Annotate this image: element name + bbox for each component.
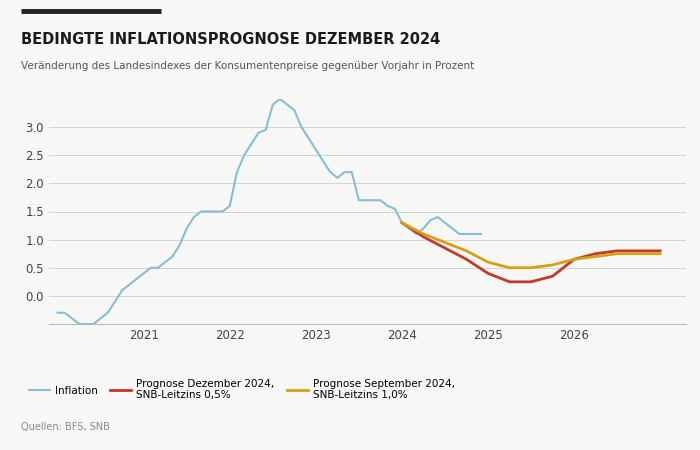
Text: Quellen: BFS, SNB: Quellen: BFS, SNB <box>21 422 110 432</box>
Text: Veränderung des Landesindexes der Konsumentenpreise gegenüber Vorjahr in Prozent: Veränderung des Landesindexes der Konsum… <box>21 61 475 71</box>
Legend: Inflation, Prognose Dezember 2024,
SNB-Leitzins 0,5%, Prognose September 2024,
S: Inflation, Prognose Dezember 2024, SNB-L… <box>29 379 455 400</box>
Text: BEDINGTE INFLATIONSPROGNOSE DEZEMBER 2024: BEDINGTE INFLATIONSPROGNOSE DEZEMBER 202… <box>21 32 440 46</box>
